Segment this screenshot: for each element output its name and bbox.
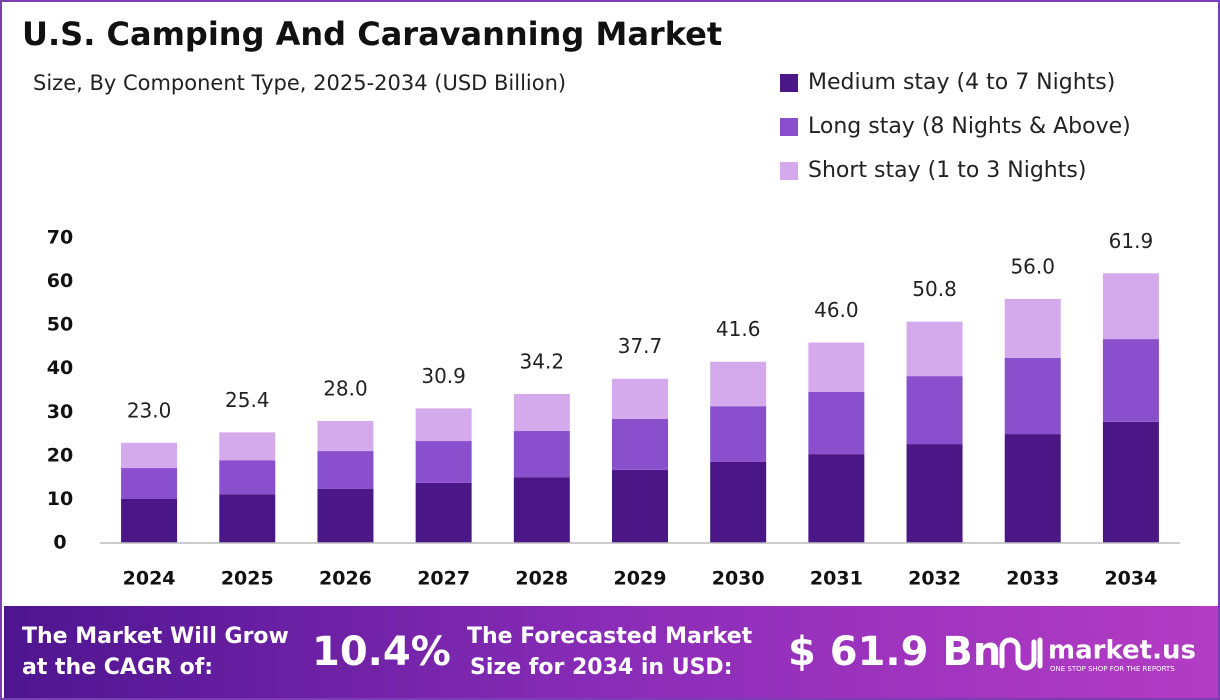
total-label: 37.7 <box>618 334 663 358</box>
legend-label: Medium stay (4 to 7 Nights) <box>808 70 1115 95</box>
total-label: 34.2 <box>520 349 565 373</box>
bar-segment <box>906 444 963 543</box>
bar-segment <box>1102 273 1159 340</box>
total-label: 23.0 <box>127 398 172 422</box>
y-tick-label: 10 <box>47 488 73 510</box>
legend-swatch <box>780 74 798 92</box>
y-tick-label: 0 <box>53 532 66 554</box>
x-tick-label: 2030 <box>712 568 765 590</box>
x-tick-label: 2024 <box>123 568 176 590</box>
bar-segment <box>710 406 767 462</box>
y-tick-label: 30 <box>47 401 73 423</box>
legend-swatch <box>780 162 798 180</box>
bar-segment <box>317 451 374 489</box>
x-tick-label: 2034 <box>1104 568 1157 590</box>
chart-title: U.S. Camping And Caravanning Market <box>22 15 722 53</box>
brand-tagline: ONE STOP SHOP FOR THE REPORTS <box>1050 665 1175 673</box>
bar-segment <box>121 468 178 499</box>
x-tick-label: 2032 <box>908 568 961 590</box>
bar-segment <box>808 342 865 392</box>
y-tick-label: 50 <box>47 314 73 336</box>
forecast-text: Size for 2034 in USD: <box>470 655 733 680</box>
legend-label: Short stay (1 to 3 Nights) <box>808 158 1086 183</box>
bar-segment <box>1102 421 1159 543</box>
total-label: 61.9 <box>1109 229 1154 253</box>
x-tick-label: 2027 <box>417 568 470 590</box>
bar-segment <box>513 431 570 478</box>
brand-name: market.us <box>1048 636 1196 666</box>
bar-segment <box>415 408 472 442</box>
bar-segment <box>710 461 767 543</box>
total-label: 41.6 <box>716 317 761 341</box>
cagr-value: 10.4% <box>312 629 451 675</box>
bar-segment <box>612 418 668 470</box>
forecast-value: $ 61.9 Bn <box>788 629 1001 675</box>
y-tick-label: 40 <box>47 357 73 379</box>
brand-logo <box>999 637 1043 671</box>
cagr-text: The Market Will Grow <box>22 624 289 649</box>
total-label: 30.9 <box>421 364 466 388</box>
total-label: 28.0 <box>323 377 368 401</box>
bar-segment <box>219 494 276 543</box>
bar-segment <box>415 441 472 483</box>
forecast-text: The Forecasted Market <box>467 624 753 649</box>
y-tick-label: 20 <box>47 444 73 466</box>
chart-subtitle: Size, By Component Type, 2025-2034 (USD … <box>33 71 566 95</box>
bar-segment <box>415 482 472 543</box>
total-label: 50.8 <box>912 277 957 301</box>
bar-segment <box>219 460 276 495</box>
cagr-text: at the CAGR of: <box>22 655 213 680</box>
x-tick-label: 2033 <box>1006 568 1059 590</box>
x-tick-label: 2029 <box>614 568 667 590</box>
bar-segment <box>906 376 963 445</box>
bar-segment <box>808 391 865 455</box>
x-tick-label: 2026 <box>319 568 372 590</box>
bar-segment <box>612 469 668 543</box>
bar-segment <box>121 442 178 469</box>
x-tick-label: 2025 <box>221 568 274 590</box>
footer-banner: The Market Will Grow at the CAGR of: 10.… <box>4 606 1218 698</box>
bar-segment <box>513 477 570 543</box>
bar-segment <box>1102 339 1159 422</box>
bar-segment <box>612 378 668 419</box>
bar-segment <box>1004 299 1061 358</box>
bar-segment <box>121 498 178 543</box>
bar-segment <box>317 488 374 543</box>
bar-segment <box>219 432 276 461</box>
bar-segment <box>1004 357 1061 435</box>
legend-label: Long stay (8 Nights & Above) <box>808 114 1131 139</box>
x-tick-label: 2031 <box>810 568 863 590</box>
bar-segment <box>1004 434 1061 543</box>
total-label: 56.0 <box>1010 255 1055 279</box>
x-tick-label: 2028 <box>515 568 568 590</box>
y-tick-label: 60 <box>47 270 73 292</box>
legend-swatch <box>780 118 798 136</box>
total-label: 25.4 <box>225 388 270 412</box>
bar-segment <box>906 321 963 377</box>
y-tick-label: 70 <box>47 227 73 249</box>
bar-segment <box>317 421 374 452</box>
total-label: 46.0 <box>814 298 859 322</box>
bar-segment <box>710 361 767 407</box>
bar-segment <box>808 454 865 543</box>
bar-segment <box>513 393 570 432</box>
